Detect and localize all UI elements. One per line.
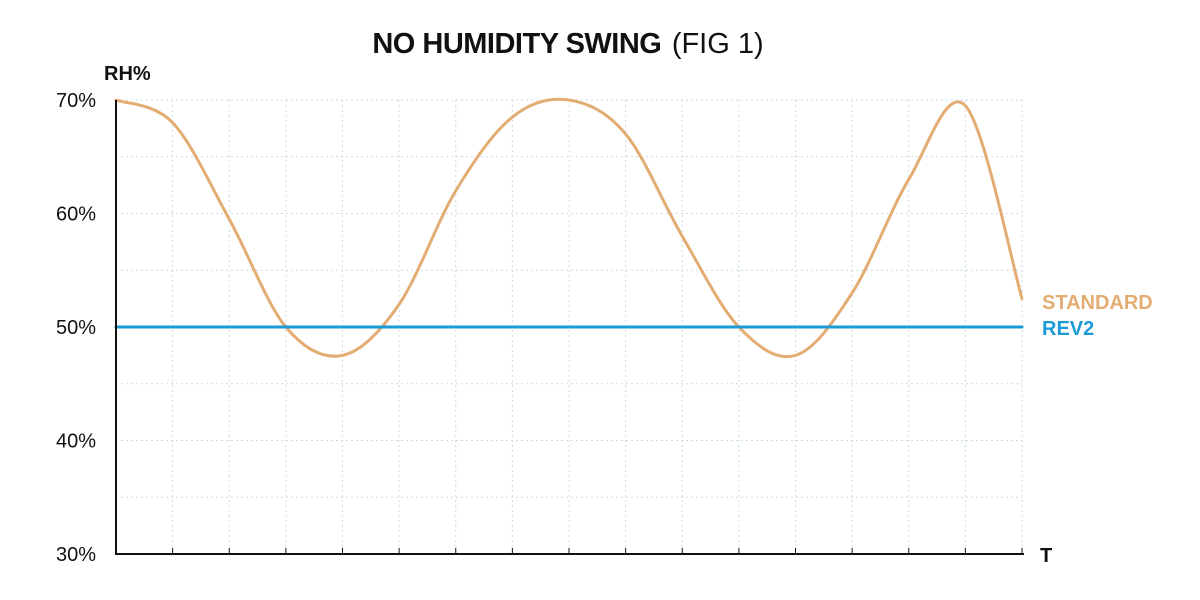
- legend-label-standard: STANDARD: [1042, 292, 1153, 314]
- y-tick-label: 60%: [56, 204, 96, 226]
- svg-text:NO HUMIDITY SWING (FIG 1: NO HUMIDITY SWING (FIG 1): [372, 28, 763, 60]
- chart-title: NO HUMIDITY SWING: [372, 28, 661, 60]
- y-ticks: 70% 60% 50% 40% 30%: [56, 90, 1023, 566]
- y-tick-label: 30%: [56, 544, 96, 566]
- y-axis-label: RH%: [104, 63, 151, 85]
- y-tick-label: 40%: [56, 431, 96, 453]
- legend-label-rev2: REV2: [1042, 318, 1094, 340]
- chart-subtitle: (FIG 1): [672, 28, 764, 60]
- legend: STANDARD REV2: [1042, 292, 1153, 340]
- series-group: [114, 97, 1024, 359]
- chart-title-group: NO HUMIDITY SWING (FIG 1): [372, 28, 763, 60]
- y-tick-label: 70%: [56, 90, 96, 112]
- axes: [115, 100, 1024, 555]
- series-line-standard: [114, 97, 1024, 359]
- x-axis-label: T: [1040, 545, 1052, 567]
- y-tick-label: 50%: [56, 317, 96, 339]
